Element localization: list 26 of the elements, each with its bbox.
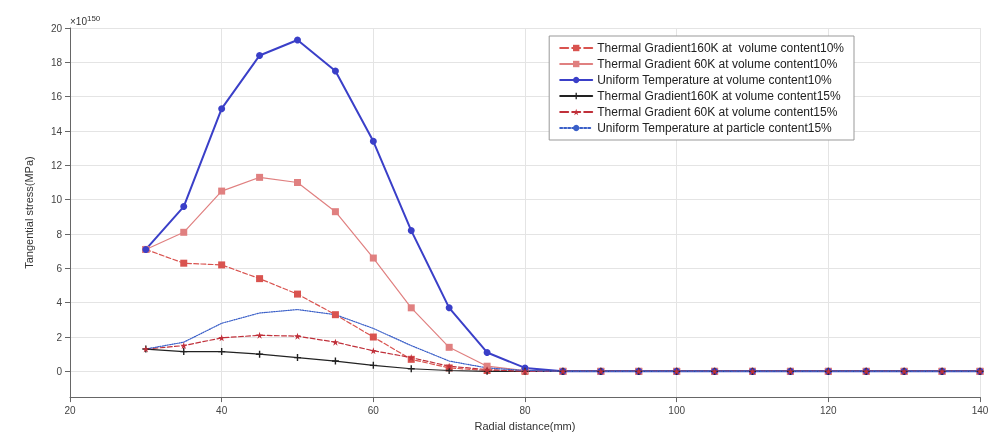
- legend-label: Thermal Gradient160K at volume content10%: [597, 41, 845, 55]
- x-tick-label: 140: [971, 404, 989, 416]
- x-tick-label: 40: [216, 404, 228, 416]
- x-tick-label: 80: [519, 404, 531, 416]
- y-tick-label: 20: [50, 22, 63, 34]
- legend-label: Thermal Gradient160K at volume content15%: [597, 89, 841, 103]
- y-tick-label: 12: [50, 159, 63, 171]
- y-axis-title: Tangential stress(MPa): [22, 156, 35, 269]
- legend-label: Uniform Temperature at particle content15%: [597, 121, 833, 135]
- y-tick-label: 4: [56, 297, 63, 309]
- x-tick-label: 100: [668, 404, 686, 416]
- x-tick-label: 20: [64, 404, 76, 416]
- x-tick-label: 60: [367, 404, 380, 416]
- y-tick-label: 6: [56, 262, 63, 274]
- y-tick-label: 0: [56, 365, 63, 377]
- y-tick-label: 16: [50, 91, 63, 103]
- legend-label: Uniform Temperature at volume content10%: [597, 73, 833, 87]
- x-axis-title: Radial distance(mm): [474, 419, 576, 432]
- y-tick-label: 18: [50, 56, 63, 68]
- y-tick-label: 14: [50, 125, 63, 137]
- legend-label: Thermal Gradient 60K at volume content10%: [597, 57, 838, 71]
- y-tick-label: 2: [56, 331, 63, 343]
- legend-label: Thermal Gradient 60K at volume content15%: [597, 105, 838, 119]
- x-tick-label: 120: [819, 404, 838, 416]
- y-tick-label: 10: [50, 194, 63, 206]
- y-tick-label: 8: [56, 228, 63, 240]
